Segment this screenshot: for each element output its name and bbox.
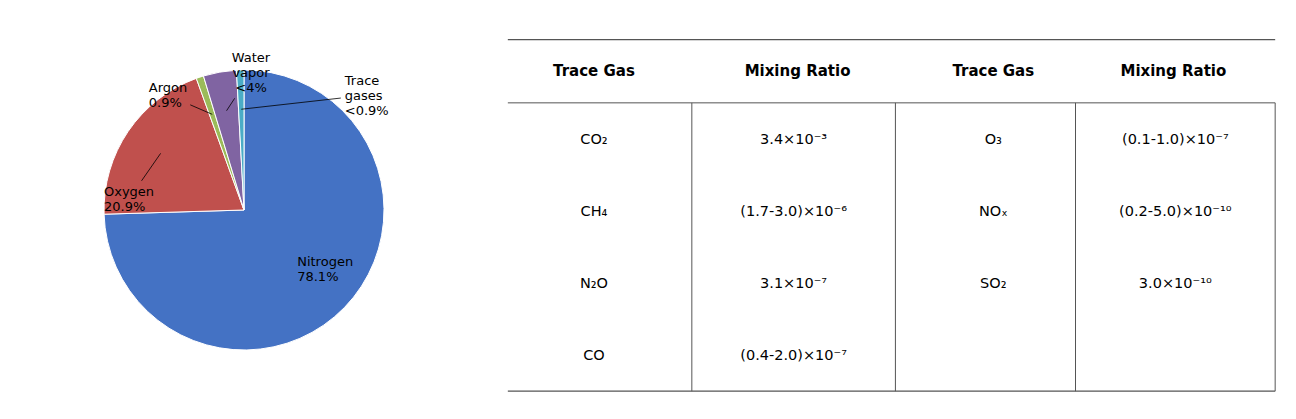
table-cell: NOₓ [979,203,1008,219]
leader-line [227,98,235,110]
pie-label-name: Oxygen [104,184,154,199]
table-header: Trace Gas [952,62,1034,80]
pie-label-name: Water [232,50,271,65]
pie-label-name: vapor [232,65,270,80]
pie-label-value: 78.1% [297,269,338,284]
table-cell: CH₄ [581,203,608,219]
table-cell: 3.1×10⁻⁷ [760,275,827,291]
table-rule [508,102,1275,103]
pie-label-name: gases [345,88,383,103]
table-cell: N₂O [580,275,608,291]
table-cell: 3.4×10⁻³ [760,131,827,147]
pie-label: Watervapor<4% [232,50,271,95]
pie-label-value: <0.9% [345,103,389,118]
table-rule [691,103,692,391]
table-header: Trace Gas [553,62,635,80]
pie-label-name: Argon [149,80,187,95]
pie-labels: Nitrogen78.1% Oxygen20.9% Argon0.9% Waterva… [104,50,389,283]
pie-label-value: <4% [235,80,267,95]
table-rule [1275,103,1276,391]
pie [104,70,384,350]
pie-label: Argon0.9% [149,80,187,110]
table-cell: (0.4-2.0)×10⁻⁷ [740,347,847,363]
table-cell: CO [583,347,605,363]
pie-slice [104,70,384,350]
table: Trace Gas Mixing Ratio Trace Gas Mixing Rat… [508,40,1275,392]
table-header: Mixing Ratio [745,62,851,80]
leader-line [190,105,212,115]
table-rule [508,39,1275,40]
table-rule [1075,103,1076,391]
table-rule [895,103,896,391]
pie-label: Tracegases<0.9% [344,73,389,118]
leader-line [142,153,161,180]
pie-label-name: Nitrogen [297,254,353,269]
table-rule [508,391,1275,392]
pie-label: Oxygen20.9% [104,184,154,214]
pie-label-value: 0.9% [149,95,182,110]
table-cell: 3.0×10⁻¹⁰ [1139,275,1212,291]
pie-label: Nitrogen78.1% [297,254,353,284]
table-cell: (0.2-5.0)×10⁻¹⁰ [1119,203,1232,219]
leader-line [241,98,341,109]
table-header: Mixing Ratio [1120,62,1226,80]
chart-root: Nitrogen78.1% Oxygen20.9% Argon0.9% Waterva… [0,0,1296,419]
table-cell: CO₂ [580,131,607,147]
table-cell: SO₂ [980,275,1006,291]
table-cell: O₃ [985,131,1002,147]
pie-label-name: Trace [344,73,380,88]
pie-label-value: 20.9% [104,199,145,214]
table-cell: (1.7-3.0)×10⁻⁶ [740,203,847,219]
table-cell: (0.1-1.0)×10⁻⁷ [1122,131,1229,147]
